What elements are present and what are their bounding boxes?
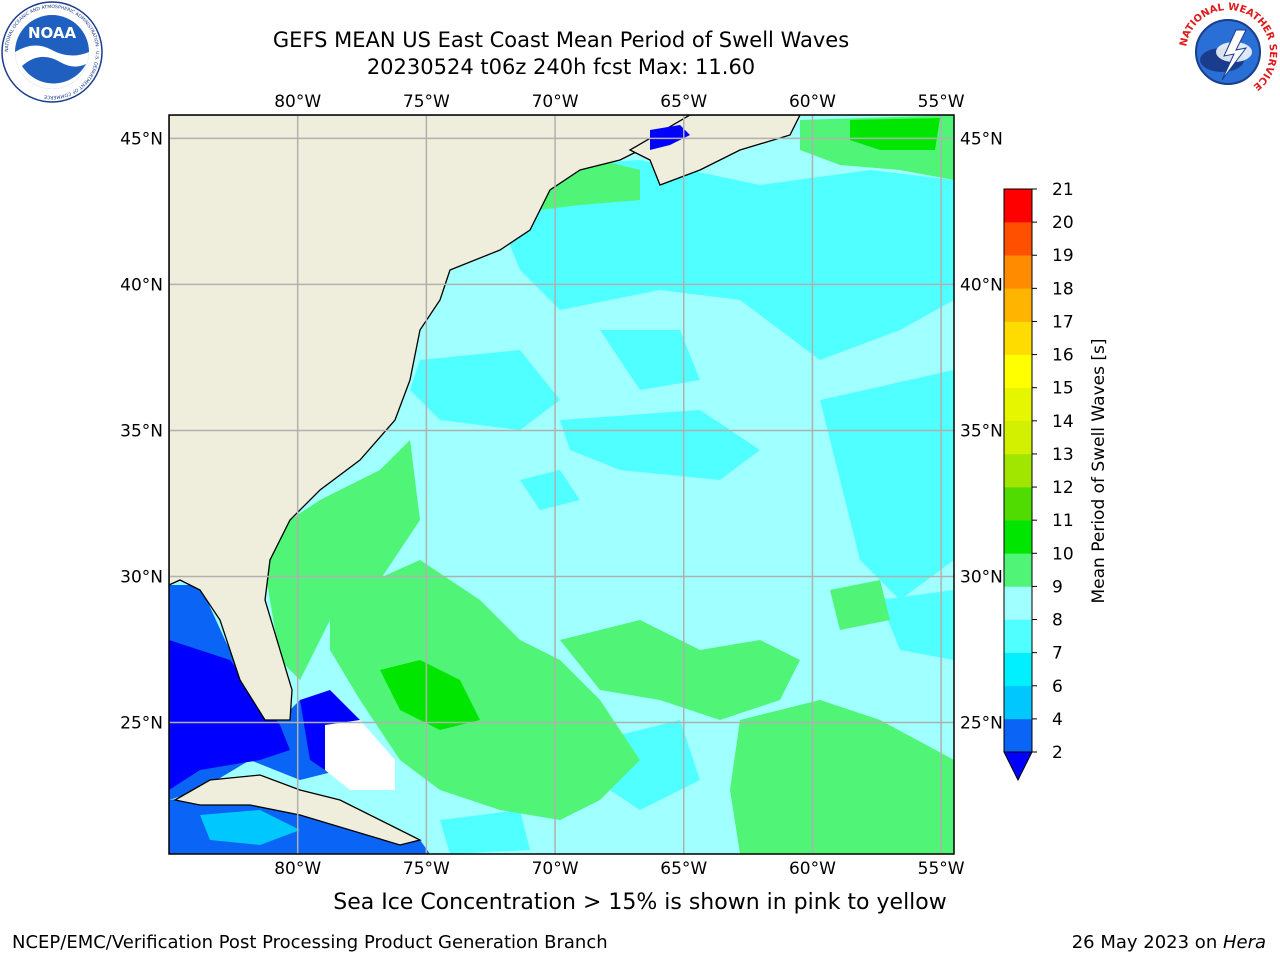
lat-label-left: 35°N — [120, 421, 163, 441]
period-10-11-regions — [380, 118, 940, 730]
colorbar: 2 4 6 7 8 9 10 11 12 13 14 15 16 17 18 19 20 21 — [1003, 180, 1074, 782]
bahamas-bank-mask — [325, 720, 395, 790]
lon-label-bottom: 80°W — [274, 859, 321, 879]
noaa-logo-text: NOAA — [28, 24, 77, 42]
lon-label-top: 70°W — [532, 92, 579, 112]
colorbar-tick-label: 8 — [1052, 611, 1063, 631]
colorbar-bin — [1004, 288, 1032, 322]
period-9-10-regions — [260, 115, 954, 854]
run-host: Hera — [1222, 932, 1266, 953]
colorbar-tick-label: 6 — [1052, 677, 1063, 697]
colorbar-bin — [1004, 222, 1032, 256]
colorbar-bin — [1004, 453, 1032, 488]
run-date-text: 26 May 2023 on — [1071, 932, 1223, 953]
bay-of-fundy-zone — [650, 125, 690, 150]
lon-label-top: 65°W — [660, 92, 707, 112]
gulf-under-2-zone — [169, 640, 290, 790]
colorbar-bin — [1004, 586, 1032, 620]
colorbar-tick-label: 2 — [1052, 743, 1063, 763]
colorbar-tick-label: 16 — [1052, 346, 1074, 366]
colorbar-extend-arrow — [1003, 751, 1033, 782]
colorbar-bin — [1004, 354, 1032, 389]
colorbar-bin — [1004, 420, 1032, 455]
nws-logo: NATIONAL WEATHER SERVICE — [1178, 2, 1278, 102]
producer-credit: NCEP/EMC/Verification Post Processing Pr… — [12, 932, 608, 953]
lat-label-right: 35°N — [960, 421, 1003, 441]
lat-label-right: 30°N — [960, 568, 1003, 588]
colorbar-bin — [1004, 189, 1032, 223]
colorbar-tick-label: 19 — [1052, 246, 1074, 266]
colorbar-bin — [1004, 619, 1032, 653]
noaa-logo: NOAA NATIONAL OCEANIC AND ATMOSPHERIC AD… — [1, 1, 103, 103]
colorbar-tick-label: 15 — [1052, 379, 1074, 399]
lat-label-left: 30°N — [120, 568, 163, 588]
colorbar-tick-label: 14 — [1052, 412, 1074, 432]
colorbar-bin — [1004, 321, 1032, 355]
lon-label-top: 80°W — [274, 92, 321, 112]
map-gridlines — [169, 115, 954, 854]
lon-label-top: 55°W — [918, 92, 965, 112]
colorbar-tick-label: 12 — [1052, 478, 1074, 498]
lat-label-right: 25°N — [960, 714, 1003, 734]
colorbar-tick-label: 17 — [1052, 312, 1074, 332]
colorbar-bin — [1004, 487, 1032, 521]
colorbar-tick-label: 20 — [1052, 213, 1074, 233]
colorbar-bin — [1004, 685, 1032, 720]
colorbar-tick-label: 10 — [1052, 544, 1074, 564]
map-title: GEFS MEAN US East Coast Mean Period of S… — [272, 28, 850, 52]
colorbar-bin — [1004, 255, 1032, 289]
lon-label-bottom: 60°W — [789, 859, 836, 879]
colorbar-bin — [1004, 387, 1032, 422]
map-tick-labels: 80°W 80°W 75°W 75°W 70°W 70°W 65°W 65°W 60°W 60°W… — [120, 92, 1003, 879]
lat-label-left: 45°N — [120, 129, 163, 149]
lon-label-top: 75°W — [403, 92, 450, 112]
lat-label-left: 40°N — [120, 275, 163, 295]
run-date: 26 May 2023 on Hera — [1072, 932, 1266, 953]
colorbar-bin — [1004, 718, 1032, 753]
lat-label-left: 25°N — [120, 714, 163, 734]
colorbar-tick-label: 7 — [1052, 644, 1063, 664]
sea-ice-note: Sea Ice Concentration > 15% is shown in … — [333, 890, 947, 915]
lon-label-bottom: 65°W — [660, 859, 707, 879]
period-7-8-patches — [410, 160, 954, 854]
colorbar-frame — [1003, 188, 1033, 753]
map-area — [169, 115, 954, 854]
lat-label-right: 40°N — [960, 275, 1003, 295]
colorbar-tick-label: 11 — [1052, 511, 1074, 531]
lon-label-bottom: 70°W — [532, 859, 579, 879]
map-subtitle: 20230524 t06z 240h fcst Max: 11.60 — [366, 55, 756, 79]
colorbar-tick-label: 18 — [1052, 279, 1074, 299]
map-frame — [168, 114, 955, 855]
colorbar-bin — [1004, 652, 1032, 687]
colorbar-tick-label: 9 — [1052, 577, 1063, 597]
caribbean-6-7-zone — [200, 810, 300, 845]
colorbar-tick-label: 13 — [1052, 445, 1074, 465]
land-us-east-coast — [169, 115, 691, 721]
colorbar-label: Mean Period of Swell Waves [s] — [1089, 339, 1109, 604]
lon-label-bottom: 55°W — [918, 859, 965, 879]
lat-label-right: 45°N — [960, 129, 1003, 149]
colorbar-tick-label: 4 — [1052, 710, 1063, 730]
colorbar-tick-label: 21 — [1052, 180, 1074, 200]
lon-label-top: 60°W — [789, 92, 836, 112]
lon-label-bottom: 75°W — [403, 859, 450, 879]
colorbar-bin — [1004, 553, 1032, 587]
colorbar-bin — [1004, 520, 1032, 554]
